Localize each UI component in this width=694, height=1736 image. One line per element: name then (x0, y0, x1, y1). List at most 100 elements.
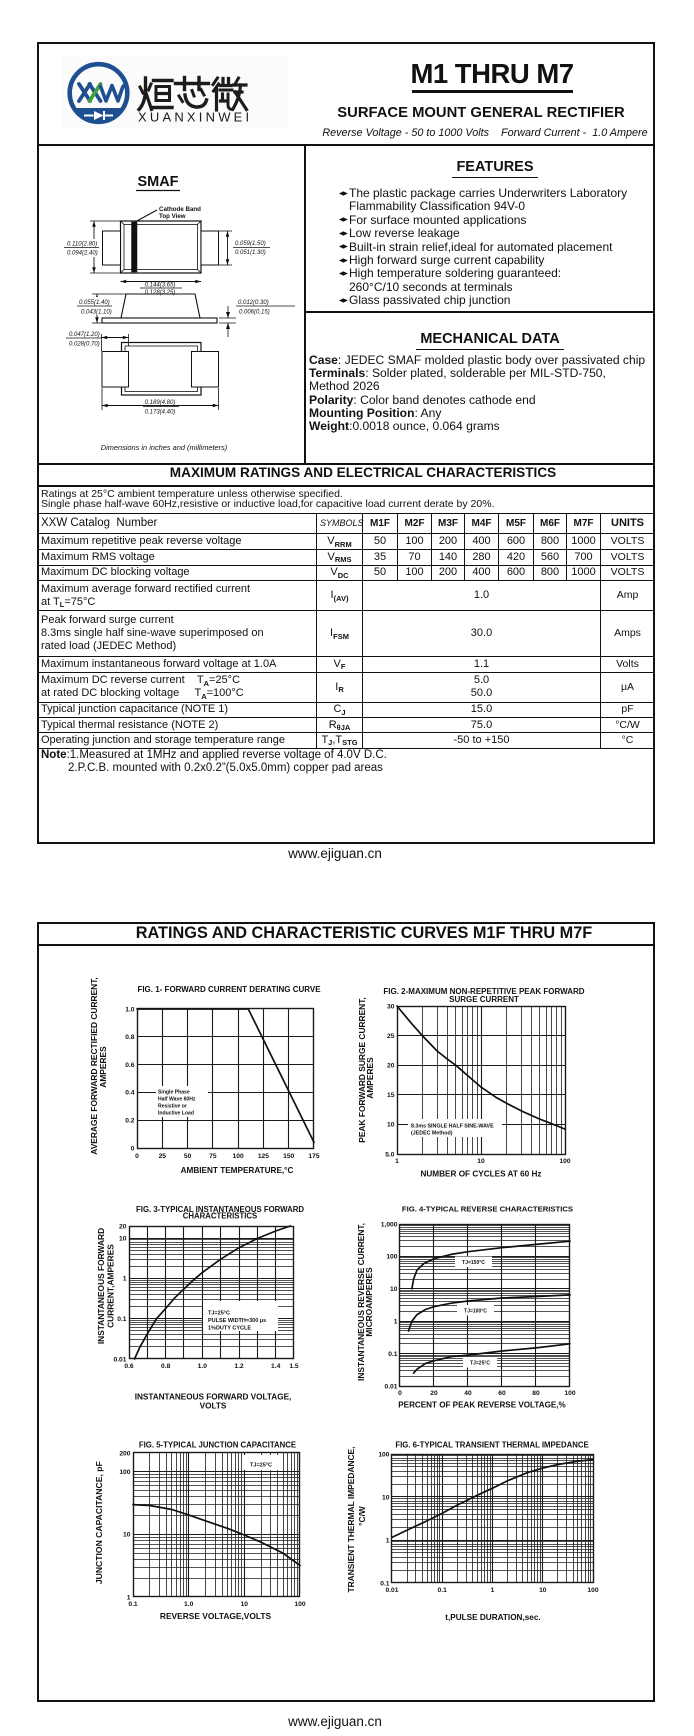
svg-text:CURRENT,AMPERES: CURRENT,AMPERES (106, 1244, 116, 1328)
svg-text:60: 60 (498, 1390, 506, 1397)
svg-text:1%DUTY CYCLE: 1%DUTY CYCLE (208, 1326, 251, 1332)
svg-text:°C/W: °C/W (357, 1506, 367, 1526)
svg-text:1: 1 (491, 1587, 495, 1594)
svg-text:20: 20 (430, 1390, 438, 1397)
svg-text:AMPERES: AMPERES (98, 1046, 108, 1088)
svg-text:PEAK FORWARD SURGE CURRENT,: PEAK FORWARD SURGE CURRENT, (357, 997, 367, 1142)
svg-text:(JEDEC Method): (JEDEC Method) (411, 1131, 453, 1137)
svg-text:10: 10 (390, 1286, 398, 1293)
svg-text:20: 20 (119, 1223, 127, 1230)
svg-text:0: 0 (135, 1153, 139, 1160)
svg-text:Dimensions in inches and (mill: Dimensions in inches and (millimeters) (101, 443, 228, 452)
svg-text:1: 1 (127, 1594, 131, 1601)
svg-text:0.128(3.25): 0.128(3.25) (145, 290, 176, 296)
svg-text:10: 10 (119, 1235, 127, 1242)
svg-text:t,PULSE DURATION,sec.: t,PULSE DURATION,sec. (445, 1613, 540, 1622)
svg-text:100: 100 (294, 1601, 305, 1608)
svg-text:FIG. 6-TYPICAL TRANSIENT THERM: FIG. 6-TYPICAL TRANSIENT THERMAL IMPEDAN… (395, 1440, 588, 1449)
svg-text:0.189(4.80): 0.189(4.80) (145, 400, 176, 406)
svg-text:0.059(1.50): 0.059(1.50) (235, 241, 266, 247)
svg-text:50: 50 (184, 1153, 192, 1160)
svg-text:1.0: 1.0 (198, 1363, 208, 1370)
svg-text:0.043(1.10): 0.043(1.10) (81, 310, 112, 316)
svg-text:100: 100 (119, 1469, 130, 1476)
svg-text:150: 150 (283, 1153, 294, 1160)
svg-text:AMPERES: AMPERES (365, 1057, 375, 1099)
svg-text:5.0: 5.0 (385, 1151, 395, 1158)
svg-text:125: 125 (258, 1153, 269, 1160)
svg-text:1.4: 1.4 (271, 1363, 281, 1370)
svg-text:Cathode Band: Cathode Band (159, 206, 201, 213)
svg-text:0.094(2.40): 0.094(2.40) (67, 251, 98, 257)
svg-text:TJ=25°C: TJ=25°C (250, 1463, 272, 1469)
svg-text:0.012(0.30): 0.012(0.30) (238, 300, 269, 306)
svg-text:INSTANTANEOUS FORWARD: INSTANTANEOUS FORWARD (96, 1228, 106, 1344)
svg-text:0.1: 0.1 (380, 1580, 390, 1587)
svg-text:0: 0 (398, 1390, 402, 1397)
svg-text:MICROAMPERES: MICROAMPERES (364, 1267, 374, 1337)
svg-text:1.0: 1.0 (125, 1006, 135, 1013)
svg-text:TJ=25°C: TJ=25°C (470, 1361, 490, 1367)
svg-text:0.01: 0.01 (113, 1356, 126, 1363)
svg-text:FIG. 1- FORWARD CURRENT DERATI: FIG. 1- FORWARD CURRENT DERATING CURVE (137, 985, 321, 994)
svg-text:XUANXINWEI: XUANXINWEI (138, 110, 252, 125)
svg-text:1,000: 1,000 (381, 1221, 398, 1228)
svg-text:10: 10 (123, 1532, 131, 1539)
svg-text:40: 40 (464, 1390, 472, 1397)
svg-text:1.5: 1.5 (289, 1363, 299, 1370)
svg-text:10: 10 (539, 1587, 547, 1594)
svg-text:AVERAGE FORWARD RECTIFIED CURR: AVERAGE FORWARD RECTIFIED CURRENT, (89, 977, 99, 1154)
svg-text:TJ=25°C: TJ=25°C (208, 1311, 230, 1317)
svg-text:VOLTS: VOLTS (200, 1402, 227, 1411)
svg-text:Resistive or: Resistive or (158, 1104, 187, 1110)
svg-text:75: 75 (209, 1153, 217, 1160)
svg-text:INSTANTANEOUS FORWARD VOLTAGE,: INSTANTANEOUS FORWARD VOLTAGE, (135, 1393, 292, 1402)
svg-text:PERCENT OF PEAK REVERSE VOLTAG: PERCENT OF PEAK REVERSE VOLTAGE,% (398, 1401, 565, 1410)
svg-text:100: 100 (564, 1390, 575, 1397)
svg-text:TJ=100°C: TJ=100°C (464, 1309, 487, 1315)
svg-text:10: 10 (477, 1158, 485, 1165)
svg-text:0.028(0.70): 0.028(0.70) (69, 342, 100, 348)
svg-text:CHARACTERISTICS: CHARACTERISTICS (183, 1212, 258, 1221)
svg-text:100: 100 (559, 1158, 570, 1165)
svg-text:0.1: 0.1 (388, 1351, 398, 1358)
svg-text:0.4: 0.4 (125, 1090, 135, 1097)
svg-text:0.8: 0.8 (161, 1363, 171, 1370)
svg-text:FIG. 3-TYPICAL INSTANTANEOUS F: FIG. 3-TYPICAL INSTANTANEOUS FORWARD (136, 1205, 304, 1214)
svg-text:FIG. 2-MAXIMUM NON-REPETITIVE: FIG. 2-MAXIMUM NON-REPETITIVE PEAK FORWA… (383, 987, 584, 996)
svg-text:0.110(2.80): 0.110(2.80) (67, 242, 97, 248)
svg-text:10: 10 (382, 1494, 390, 1501)
svg-text:FIG. 5-TYPICAL JUNCTION CAPACI: FIG. 5-TYPICAL JUNCTION CAPACITANCE (139, 1440, 296, 1449)
svg-text:TRANSIENT THERMAL IMPEDANCE,: TRANSIENT THERMAL IMPEDANCE, (346, 1447, 356, 1593)
svg-text:1: 1 (394, 1319, 398, 1326)
svg-text:0: 0 (131, 1145, 135, 1152)
svg-text:0.1: 0.1 (117, 1316, 127, 1323)
svg-text:NUMBER OF CYCLES AT 60 Hz: NUMBER OF CYCLES AT 60 Hz (420, 1170, 541, 1179)
svg-text:100: 100 (378, 1451, 389, 1458)
svg-text:AMBIENT TEMPERATURE,°C: AMBIENT TEMPERATURE,°C (181, 1166, 294, 1175)
svg-text:25: 25 (387, 1033, 395, 1040)
svg-text:0.8: 0.8 (125, 1034, 135, 1041)
svg-text:1: 1 (395, 1158, 399, 1165)
svg-text:0.01: 0.01 (384, 1383, 397, 1390)
svg-text:1: 1 (386, 1537, 390, 1544)
svg-text:INSTANTANEOUS REVERSE CURRENT,: INSTANTANEOUS REVERSE CURRENT, (356, 1223, 366, 1381)
svg-text:Half Wave 60Hz: Half Wave 60Hz (158, 1097, 196, 1103)
svg-text:0.2: 0.2 (125, 1118, 135, 1125)
svg-text:0.006(0.15): 0.006(0.15) (239, 310, 270, 316)
svg-text:SURGE CURRENT: SURGE CURRENT (449, 995, 519, 1004)
svg-text:0.6: 0.6 (124, 1363, 134, 1370)
svg-text:30: 30 (387, 1003, 395, 1010)
svg-text:15: 15 (387, 1092, 395, 1099)
svg-text:PULSE WIDTH=300 μs: PULSE WIDTH=300 μs (208, 1318, 266, 1324)
svg-text:FIG. 4-TYPICAL REVERSE CHARACT: FIG. 4-TYPICAL REVERSE CHARACTERISTICS (402, 1205, 573, 1214)
svg-text:0.051(1.30): 0.051(1.30) (235, 250, 266, 256)
svg-text:TJ=150°C: TJ=150°C (462, 1260, 485, 1266)
svg-text:0.173(4.40): 0.173(4.40) (145, 410, 176, 416)
svg-text:0.1: 0.1 (438, 1587, 448, 1594)
svg-text:0.047(1.20): 0.047(1.20) (69, 332, 100, 338)
svg-text:200: 200 (119, 1450, 130, 1457)
svg-text:10: 10 (387, 1122, 395, 1129)
svg-text:175: 175 (308, 1153, 319, 1160)
svg-text:80: 80 (532, 1390, 540, 1397)
